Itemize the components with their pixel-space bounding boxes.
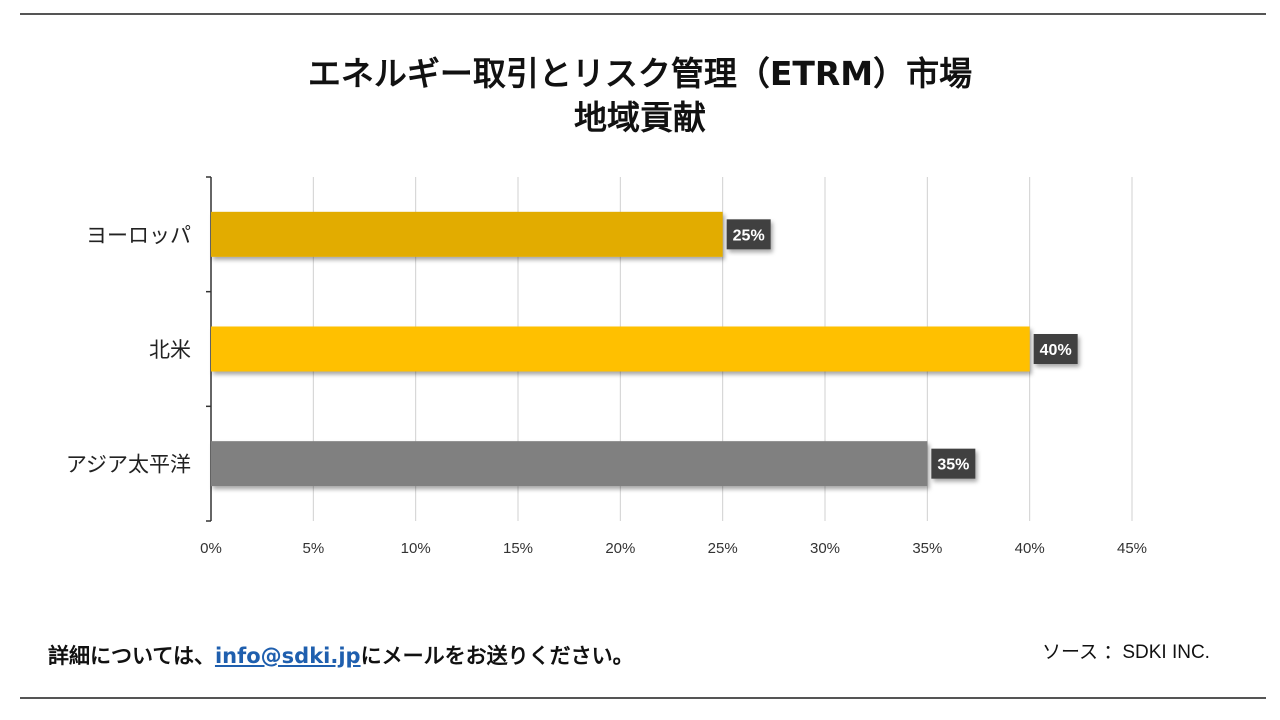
x-tick-label: 45% xyxy=(1117,540,1147,557)
source-note: ソース ：SDKI INC. xyxy=(1042,642,1210,663)
contact-note: 詳細については、info@sdki.jpにメールをお送りください。 xyxy=(48,640,634,670)
x-tick-label: 0% xyxy=(200,540,222,557)
bottom-rule xyxy=(20,697,1266,699)
data-label: 35% xyxy=(937,457,969,474)
data-label-box xyxy=(726,219,771,250)
chart-title-line-1: エネルギー取引とリスク管理（ETRM）市場 xyxy=(307,54,973,93)
x-tick-label: 20% xyxy=(605,540,635,557)
chart-title-line-2: 地域貢献 xyxy=(574,98,706,137)
bar-chart: ヨーロッパ 25% 北米 40% アジア太平洋 35% 0% 5% 10% 15% 20% 25% 30… xyxy=(66,176,1147,557)
data-label-box xyxy=(1033,334,1078,364)
contact-text-after: にメールをお送りください。 xyxy=(360,644,634,668)
x-tick-label: 30% xyxy=(810,540,840,557)
data-label: 25% xyxy=(733,227,765,244)
chart-title: エネルギー取引とリスク管理（ETRM）市場 地域貢献 xyxy=(0,52,1280,140)
x-tick-label: 15% xyxy=(503,540,533,557)
x-tick-label: 35% xyxy=(912,540,942,557)
category-label: アジア太平洋 xyxy=(66,453,191,477)
bar xyxy=(211,441,928,487)
email-link[interactable]: info@sdki.jp xyxy=(214,644,361,668)
x-tick-label: 40% xyxy=(1015,540,1045,557)
contact-text-before: 詳細については、 xyxy=(48,644,215,668)
bar xyxy=(211,326,1030,372)
category-label: ヨーロッパ xyxy=(86,223,191,247)
x-tick-label: 25% xyxy=(708,540,738,557)
top-rule xyxy=(20,13,1266,15)
x-tick-label: 5% xyxy=(302,540,324,557)
bar xyxy=(211,211,723,257)
x-tick-label: 10% xyxy=(401,540,431,557)
data-label: 40% xyxy=(1040,342,1072,359)
category-label: 北米 xyxy=(149,338,191,362)
data-label-box xyxy=(931,448,976,479)
